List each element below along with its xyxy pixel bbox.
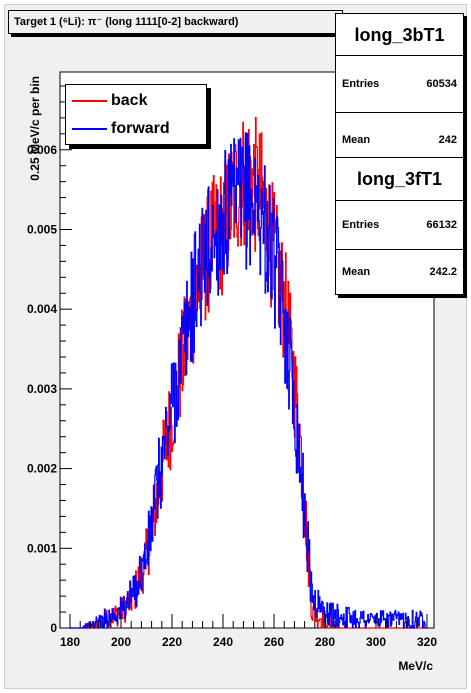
x-tick-label: 180 bbox=[60, 635, 80, 649]
legend-swatch-forward bbox=[72, 128, 107, 130]
series-layer bbox=[70, 116, 427, 629]
stats-mean-row: Mean 242 bbox=[336, 112, 463, 167]
legend-label: back bbox=[111, 92, 148, 109]
legend-swatch-back bbox=[72, 100, 107, 102]
x-tick-label: 280 bbox=[315, 635, 335, 649]
mean-label: Mean bbox=[342, 134, 371, 146]
y-axis-label: 0.25 MeV/c per bin bbox=[28, 76, 42, 181]
x-tick-label: 220 bbox=[162, 635, 182, 649]
stats-entries-row: Entries 60534 bbox=[336, 56, 463, 112]
legend-entry-forward: forward bbox=[66, 116, 206, 142]
stats-box-name: long_3fT1 bbox=[336, 158, 463, 201]
entries-label: Entries bbox=[342, 78, 380, 90]
axes-layer: 180 200 220 240 260 280 300 320 0 0.001 0.002 0.003… bbox=[27, 85, 437, 649]
y-tick-label: 0.002 bbox=[27, 462, 57, 476]
x-tick-label: 260 bbox=[264, 635, 284, 649]
x-axis-label: MeV/c bbox=[398, 659, 433, 673]
x-tick-label: 200 bbox=[111, 635, 131, 649]
stats-box-forward: long_3fT1 Entries 66132 Mean 242.2 bbox=[335, 157, 464, 295]
y-tick-label: 0.003 bbox=[27, 382, 57, 396]
y-tick-label: 0.004 bbox=[27, 302, 57, 316]
x-tick-label: 320 bbox=[417, 635, 437, 649]
legend-entry-back: back bbox=[66, 88, 206, 114]
stats-box-back: long_3bT1 Entries 60534 Mean 242 bbox=[335, 13, 464, 168]
mean-label: Mean bbox=[342, 266, 371, 278]
stats-mean-row: Mean 242.2 bbox=[336, 249, 463, 294]
y-tick-label: 0.001 bbox=[27, 541, 57, 555]
x-tick-label: 300 bbox=[366, 635, 386, 649]
mean-value: 242.2 bbox=[429, 266, 457, 278]
stats-entries-row: Entries 66132 bbox=[336, 201, 463, 249]
y-tick-label: 0.006 bbox=[27, 143, 57, 157]
histogram-title: Target 1 (⁶Li): π⁻ (long 1111[0-2] backw… bbox=[8, 10, 343, 34]
mean-value: 242 bbox=[438, 134, 457, 146]
entries-value: 60534 bbox=[426, 78, 457, 90]
entries-label: Entries bbox=[342, 219, 380, 231]
stats-box-name: long_3bT1 bbox=[336, 14, 463, 56]
chart-legend: back forward bbox=[65, 84, 207, 145]
y-tick-label: 0 bbox=[50, 621, 57, 635]
x-tick-label: 240 bbox=[213, 635, 233, 649]
entries-value: 66132 bbox=[426, 219, 457, 231]
y-tick-label: 0.005 bbox=[27, 222, 57, 236]
series-forward bbox=[70, 132, 427, 629]
legend-label: forward bbox=[111, 120, 170, 137]
